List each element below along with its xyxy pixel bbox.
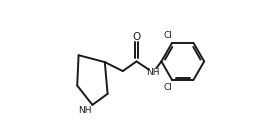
Text: Cl: Cl [163, 83, 172, 92]
Text: NH: NH [146, 68, 160, 77]
Text: O: O [132, 32, 141, 42]
Text: Cl: Cl [163, 31, 172, 40]
Text: NH: NH [78, 106, 92, 115]
